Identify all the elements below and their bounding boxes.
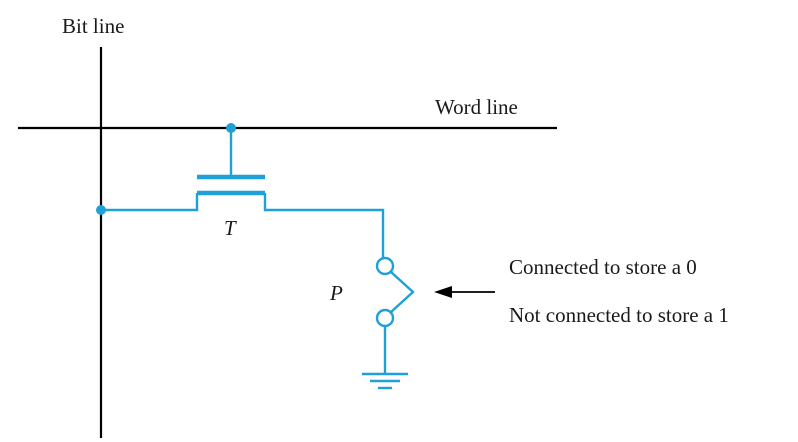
bit-line-junction-dot — [96, 205, 106, 215]
fuse-label: P — [329, 281, 343, 305]
drain-lead — [263, 193, 385, 258]
bit-line-label: Bit line — [62, 14, 124, 38]
fuse-link — [390, 271, 415, 313]
arrow-head-icon — [434, 286, 452, 298]
transistor-label: T — [224, 216, 237, 240]
arrow-indicator — [434, 286, 495, 298]
fuse-bottom-terminal — [375, 308, 395, 328]
source-lead — [101, 193, 199, 212]
connected-note: Connected to store a 0 — [509, 255, 697, 279]
cell-circuit — [101, 128, 415, 390]
word-line-junction-dot — [226, 123, 236, 133]
word-line-label: Word line — [435, 95, 518, 119]
not-connected-note: Not connected to store a 1 — [509, 303, 729, 327]
fuse-top-terminal — [375, 256, 395, 276]
